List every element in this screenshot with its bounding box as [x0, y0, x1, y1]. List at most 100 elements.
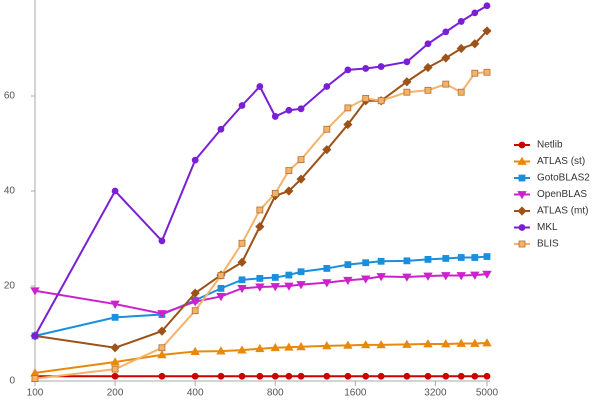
- x-tick-label: 400: [187, 388, 204, 399]
- point: [217, 284, 225, 292]
- point: [517, 206, 527, 216]
- point: [482, 270, 492, 279]
- point: [482, 26, 492, 36]
- point: [297, 372, 305, 380]
- point: [191, 372, 199, 380]
- point: [442, 372, 450, 380]
- point: [362, 65, 370, 72]
- point: [158, 372, 166, 380]
- point: [424, 40, 432, 48]
- y-tick-label: 60: [4, 91, 16, 102]
- point: [344, 66, 352, 74]
- legend-label: MKL: [537, 222, 558, 233]
- point: [377, 257, 385, 265]
- point: [216, 293, 226, 302]
- point: [470, 271, 480, 280]
- point: [285, 106, 293, 114]
- point: [376, 273, 386, 282]
- point: [190, 346, 200, 355]
- point: [30, 287, 40, 296]
- point: [238, 276, 246, 284]
- point: [322, 145, 332, 155]
- point: [361, 340, 371, 349]
- legend-label: BLIS: [537, 239, 559, 250]
- legend-label: ATLAS (mt): [537, 206, 588, 217]
- point: [31, 332, 39, 340]
- point: [361, 275, 371, 284]
- point: [238, 372, 246, 380]
- point: [471, 254, 479, 261]
- point: [377, 372, 385, 380]
- point: [111, 372, 119, 380]
- point: [403, 257, 411, 265]
- legend-label: ATLAS (st): [537, 156, 585, 167]
- point: [456, 338, 466, 347]
- point: [191, 156, 199, 164]
- point: [191, 307, 199, 315]
- point: [457, 18, 465, 25]
- point: [424, 372, 432, 380]
- point: [362, 372, 370, 380]
- point: [190, 288, 200, 298]
- x-tick-label: 5000: [476, 388, 499, 399]
- point: [190, 298, 200, 307]
- point: [470, 39, 480, 49]
- point: [441, 339, 451, 348]
- point: [362, 94, 370, 102]
- point: [323, 125, 331, 133]
- point: [442, 255, 450, 262]
- point: [441, 53, 451, 63]
- point: [483, 2, 491, 10]
- point: [423, 339, 433, 348]
- point: [157, 326, 167, 336]
- point: [296, 341, 306, 351]
- point: [271, 274, 279, 281]
- point: [442, 80, 450, 88]
- point: [343, 119, 353, 130]
- point: [518, 141, 526, 149]
- point: [111, 187, 119, 195]
- point: [217, 372, 225, 380]
- point: [256, 274, 264, 282]
- point: [402, 339, 412, 348]
- point: [238, 239, 246, 247]
- legend-label: Netlib: [537, 140, 563, 151]
- point: [296, 281, 306, 290]
- point: [441, 272, 451, 281]
- point: [457, 254, 465, 261]
- series-line: [34, 4, 488, 337]
- point: [403, 88, 411, 96]
- point: [343, 340, 353, 349]
- x-tick-label: 800: [267, 388, 284, 399]
- y-tick-label: 20: [4, 281, 16, 292]
- point: [256, 206, 264, 214]
- point: [256, 83, 264, 90]
- point: [256, 372, 264, 380]
- point: [285, 167, 293, 174]
- point: [255, 343, 265, 353]
- point: [483, 253, 491, 260]
- point: [110, 357, 120, 366]
- point: [483, 372, 491, 380]
- legend-label: GotoBLAS2: [537, 173, 590, 184]
- point: [323, 83, 331, 90]
- x-tick-label: 3200: [424, 388, 447, 399]
- point: [471, 9, 479, 17]
- series-line: [34, 273, 488, 315]
- point: [158, 344, 166, 352]
- point: [322, 279, 332, 288]
- point: [110, 300, 120, 309]
- point: [255, 283, 265, 292]
- point: [217, 125, 225, 133]
- y-tick-label: 40: [4, 186, 16, 197]
- series-line: [34, 342, 488, 374]
- point: [344, 372, 352, 380]
- point: [442, 28, 450, 36]
- point: [297, 105, 305, 113]
- point: [237, 257, 247, 267]
- point: [483, 68, 491, 76]
- point: [517, 191, 527, 200]
- point: [297, 268, 305, 276]
- point: [297, 156, 305, 164]
- point: [284, 186, 294, 196]
